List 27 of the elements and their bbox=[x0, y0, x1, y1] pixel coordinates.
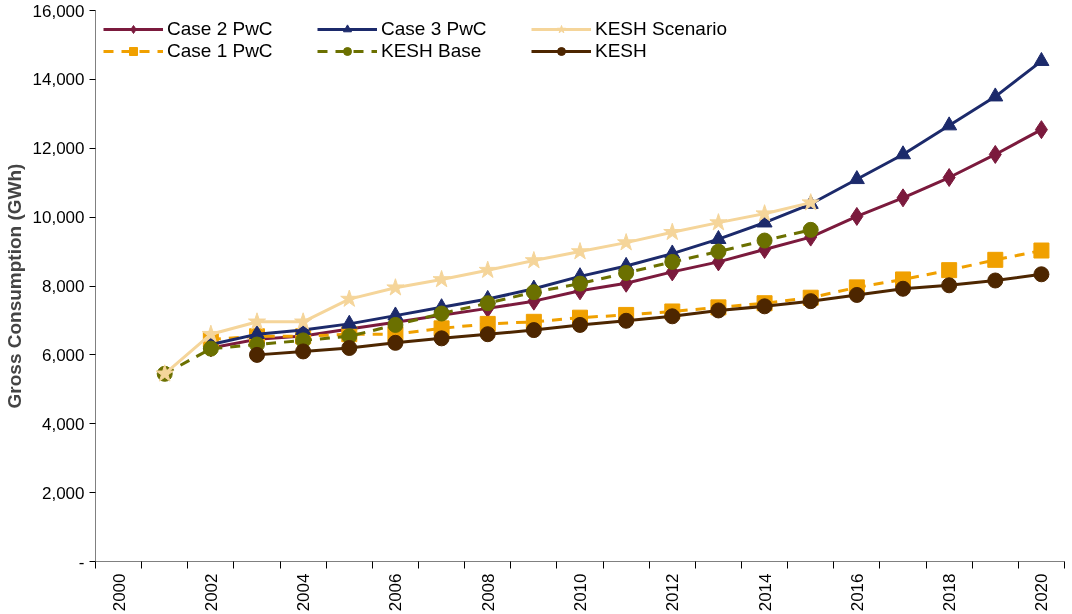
x-tick-label: 2002 bbox=[201, 573, 221, 612]
x-tick-label: 2010 bbox=[571, 573, 590, 612]
x-tick-label: 2008 bbox=[478, 573, 498, 612]
y-tick-label: 16,000 bbox=[32, 1, 85, 21]
x-tick-label: 2000 bbox=[109, 573, 129, 612]
y-tick-label: 2,000 bbox=[41, 483, 85, 503]
y-tick-label: 6,000 bbox=[41, 345, 85, 365]
y-axis-title: Gross Consumption (GWh) bbox=[3, 163, 25, 409]
y-tick-label: - bbox=[78, 552, 85, 572]
y-tick-label: 14,000 bbox=[32, 70, 85, 90]
x-tick-label: 2006 bbox=[386, 573, 406, 612]
x-tick-label: 2020 bbox=[1032, 573, 1052, 612]
x-tick-label: 2014 bbox=[755, 573, 775, 612]
y-tick-label: 10,000 bbox=[32, 208, 85, 228]
y-tick-label: 8,000 bbox=[41, 277, 85, 296]
x-tick-label: 2012 bbox=[663, 573, 683, 612]
legend-label: KESH bbox=[595, 40, 648, 62]
legend-label: Case 3 PwC bbox=[381, 18, 488, 40]
legend-label: KESH Base bbox=[381, 40, 483, 62]
legend-label: Case 1 PwC bbox=[167, 40, 274, 62]
legend-label: Case 2 PwC bbox=[167, 18, 274, 40]
x-tick-label: 2004 bbox=[294, 573, 314, 612]
x-tick-label: 2016 bbox=[847, 573, 867, 612]
y-tick-label: 12,000 bbox=[32, 139, 85, 159]
legend-label: KESH Scenario bbox=[595, 18, 728, 40]
y-tick-label: 4,000 bbox=[41, 414, 85, 434]
x-tick-label: 2018 bbox=[940, 573, 960, 612]
